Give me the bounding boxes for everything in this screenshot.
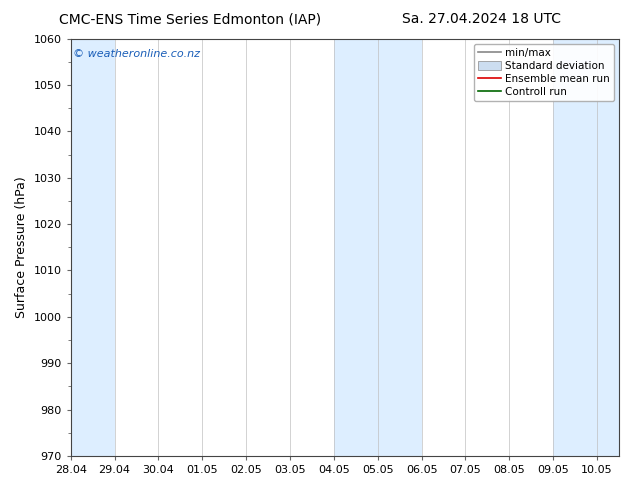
Text: Sa. 27.04.2024 18 UTC: Sa. 27.04.2024 18 UTC: [403, 12, 561, 26]
Bar: [71, 39, 115, 456]
Bar: [334, 39, 422, 456]
Y-axis label: Surface Pressure (hPa): Surface Pressure (hPa): [15, 176, 28, 318]
Bar: [553, 39, 619, 456]
Text: © weatheronline.co.nz: © weatheronline.co.nz: [74, 49, 200, 59]
Text: CMC-ENS Time Series Edmonton (IAP): CMC-ENS Time Series Edmonton (IAP): [59, 12, 321, 26]
Legend: min/max, Standard deviation, Ensemble mean run, Controll run: min/max, Standard deviation, Ensemble me…: [474, 44, 614, 101]
